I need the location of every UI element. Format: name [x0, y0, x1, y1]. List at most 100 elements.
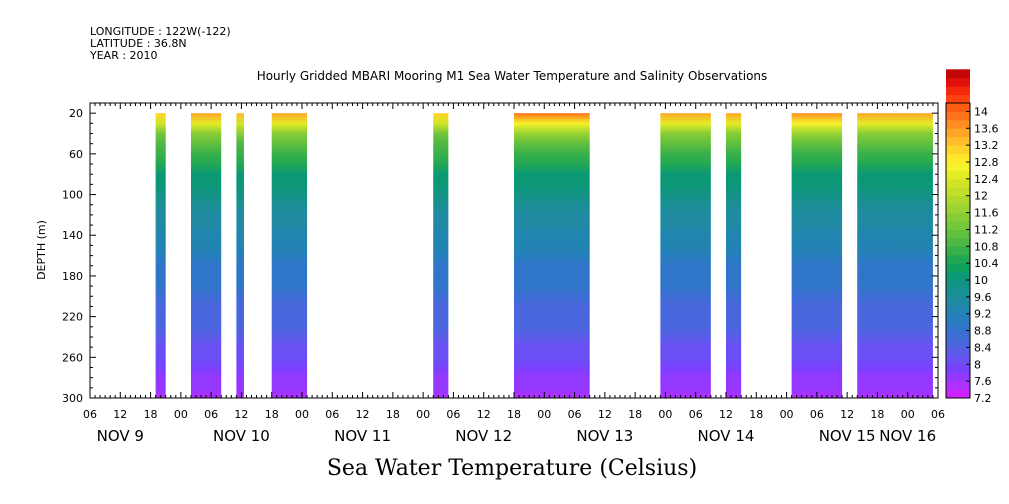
colorbar-swatch — [946, 296, 970, 306]
x-tick-label: 06 — [204, 408, 218, 421]
colorbar-swatch — [946, 254, 970, 264]
colorbar-label: 10 — [974, 274, 988, 287]
colorbar-swatch — [946, 94, 970, 104]
colorbar-label: 13.6 — [974, 122, 999, 135]
colorbar-swatch — [946, 389, 970, 399]
day-label: NOV 14 — [698, 427, 755, 445]
colorbar-label: 7.6 — [974, 375, 992, 388]
chart-title: Hourly Gridded MBARI Mooring M1 Sea Wate… — [257, 69, 768, 83]
x-tick-label: 06 — [325, 408, 339, 421]
day-label: NOV 10 — [213, 427, 270, 445]
y-tick-label: 140 — [62, 229, 83, 242]
day-label: NOV 12 — [455, 427, 512, 445]
colorbar-swatch — [946, 381, 970, 391]
colorbar-label: 12.4 — [974, 173, 999, 186]
colorbar-swatch — [946, 178, 970, 188]
colorbar-swatch — [946, 322, 970, 332]
y-tick-label: 20 — [69, 107, 83, 120]
longitude-label: LONGITUDE : 122W(-122) — [90, 25, 231, 38]
x-tick-label: 06 — [931, 408, 945, 421]
x-tick-label: 06 — [83, 408, 97, 421]
colorbar-swatch — [946, 77, 970, 87]
x-tick-label: 18 — [628, 408, 642, 421]
x-tick-label: 06 — [446, 408, 460, 421]
colorbar-swatch — [946, 195, 970, 205]
data-segment — [271, 113, 308, 398]
colorbar-swatch — [946, 103, 970, 112]
colorbar-swatch — [946, 339, 970, 348]
colorbar-label: 8.4 — [974, 341, 992, 354]
x-tick-label: 12 — [840, 408, 854, 421]
x-tick-label: 00 — [416, 408, 430, 421]
y-axis-label: DEPTH (m) — [35, 220, 48, 280]
colorbar-swatch — [946, 271, 970, 281]
colorbar-label: 10.4 — [974, 257, 999, 270]
colorbar-swatch — [946, 372, 970, 382]
colorbar-label: 12.8 — [974, 156, 999, 169]
x-tick-label: 12 — [113, 408, 127, 421]
colorbar-swatch — [946, 263, 970, 273]
data-segment — [726, 113, 742, 398]
colorbar-swatch — [946, 237, 970, 247]
colorbar-swatch — [946, 280, 970, 289]
colorbar-swatch — [946, 119, 970, 129]
colorbar-swatch — [946, 355, 970, 365]
y-tick-label: 100 — [62, 189, 83, 202]
x-tick-label: 12 — [356, 408, 370, 421]
x-tick-label: 00 — [658, 408, 672, 421]
data-segment — [190, 113, 222, 398]
y-tick-label: 300 — [62, 392, 83, 405]
variable-caption: Sea Water Temperature (Celsius) — [327, 456, 697, 481]
x-tick-label: 06 — [810, 408, 824, 421]
colorbar-swatch — [946, 187, 970, 197]
colorbar-label: 11.2 — [974, 223, 999, 236]
colorbar-label: 12 — [974, 190, 988, 203]
y-axis: 20 60 100 140 180 220 260 300 — [62, 102, 938, 405]
x-tick-label: 12 — [719, 408, 733, 421]
x-tick-label: 00 — [537, 408, 551, 421]
colorbar-label: 10.8 — [974, 240, 999, 253]
x-tick-label: 12 — [598, 408, 612, 421]
colorbar-swatch — [946, 288, 970, 298]
figure-header: LONGITUDE : 122W(-122) LATITUDE : 36.8N … — [89, 25, 767, 83]
colorbar-swatch — [946, 313, 970, 323]
colorbar-swatch — [946, 162, 970, 171]
colorbar-label: 13.2 — [974, 139, 999, 152]
x-tick-label: 00 — [780, 408, 794, 421]
colorbar-label: 8 — [974, 358, 981, 371]
x-tick-label: 00 — [901, 408, 915, 421]
colorbar-label: 7.2 — [974, 392, 992, 405]
colorbar-swatch — [946, 246, 970, 256]
data-segment — [514, 113, 590, 398]
colorbar-swatch — [946, 330, 970, 340]
colorbar-swatch — [946, 212, 970, 222]
y-tick-label: 60 — [69, 148, 83, 161]
x-tick-label: 12 — [234, 408, 248, 421]
plot-area: 06 12 18 00 06 12 18 00 06 12 18 00 06 12 18 00 06 12 18 0 0… — [35, 102, 945, 445]
data-segment — [155, 113, 166, 398]
x-tick-label: 06 — [568, 408, 582, 421]
x-tick-label: 18 — [265, 408, 279, 421]
x-axis: 06 12 18 00 06 12 18 00 06 12 18 00 06 12 18 00 06 12 18 00… — [83, 103, 945, 445]
data-segment — [791, 113, 843, 398]
data-segments — [155, 113, 933, 398]
colorbar-swatch — [946, 204, 970, 214]
x-tick-label: 06 — [689, 408, 703, 421]
colorbar-label: 11.6 — [974, 207, 999, 220]
y-tick-label: 220 — [62, 311, 83, 324]
x-tick-label: 18 — [386, 408, 400, 421]
y-tick-label: 180 — [62, 270, 83, 283]
data-segment — [660, 113, 711, 398]
colorbar-frame — [945, 102, 971, 399]
colorbar-swatch — [946, 153, 970, 163]
data-segment — [236, 113, 244, 398]
x-tick-label: 12 — [477, 408, 491, 421]
colorbar-swatch — [946, 229, 970, 239]
day-label: NOV 9 — [97, 427, 144, 445]
colorbar-swatch — [946, 69, 970, 79]
day-label: NOV 16 — [879, 427, 936, 445]
x-tick-label: 18 — [144, 408, 158, 421]
colorbar-swatch — [946, 145, 970, 155]
data-segment — [433, 113, 449, 398]
colorbar-swatch — [946, 86, 970, 96]
